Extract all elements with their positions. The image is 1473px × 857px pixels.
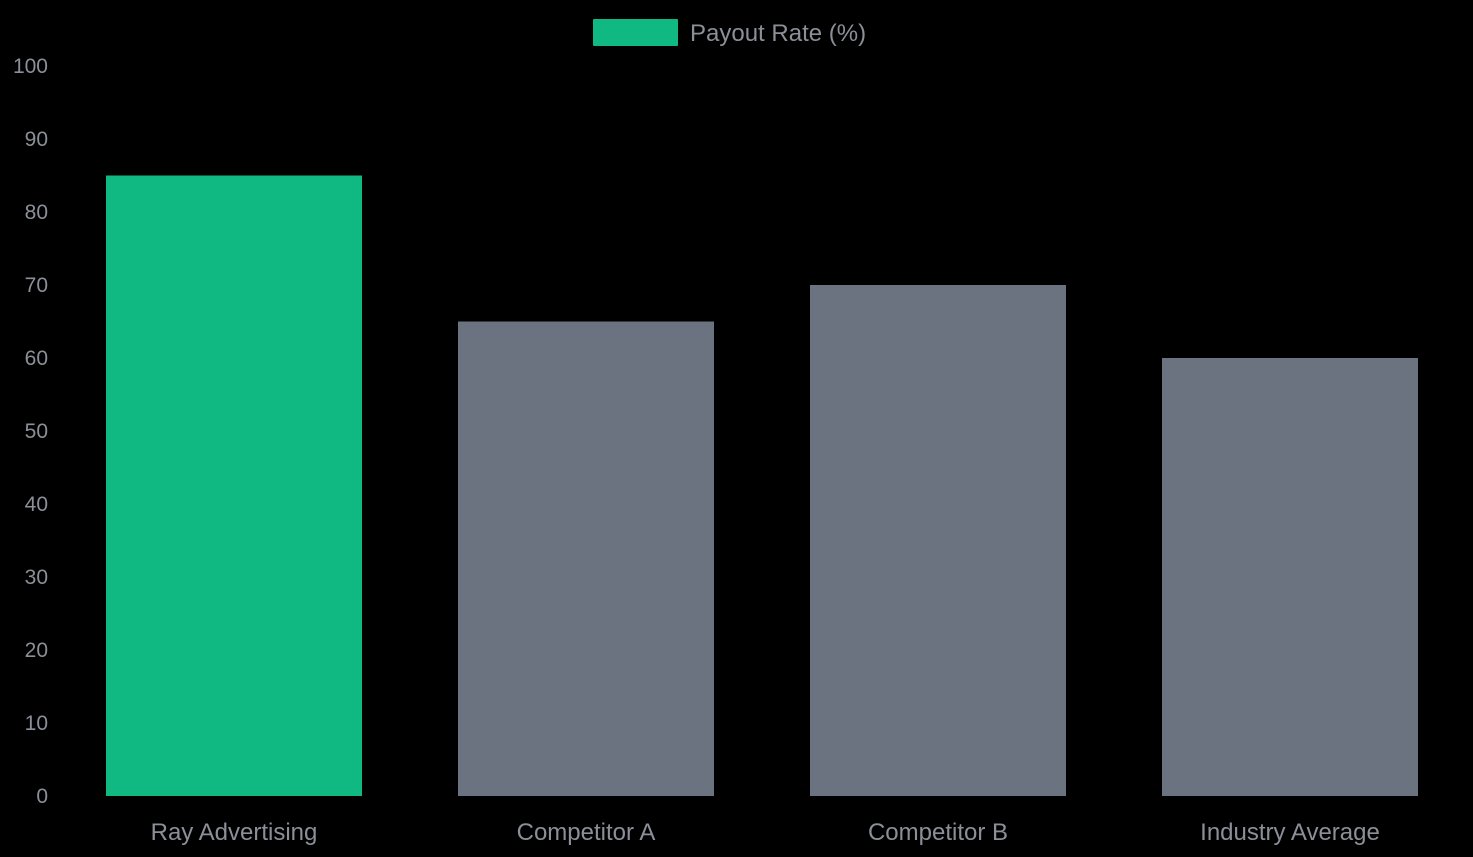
y-tick-label: 30	[25, 566, 48, 589]
y-tick-label: 20	[25, 639, 48, 662]
y-tick-label: 0	[36, 785, 48, 808]
legend-swatch	[593, 19, 678, 46]
y-tick-label: 100	[13, 55, 48, 78]
legend[interactable]: Payout Rate (%)	[593, 19, 866, 47]
y-tick-label: 10	[25, 712, 48, 735]
y-tick-label: 50	[25, 420, 48, 443]
legend-label: Payout Rate (%)	[690, 20, 866, 47]
y-tick-label: 40	[25, 493, 48, 516]
y-tick-label: 60	[25, 347, 48, 370]
bar-competitor-b[interactable]	[810, 285, 1066, 796]
bars	[106, 175, 1418, 797]
bar-ray-advertising[interactable]	[106, 175, 362, 797]
y-tick-label: 90	[25, 128, 48, 151]
y-tick-label: 70	[25, 274, 48, 297]
bar-competitor-a[interactable]	[458, 321, 714, 797]
x-category-label: Ray Advertising	[151, 819, 318, 846]
x-category-label: Competitor A	[517, 819, 656, 846]
y-tick-label: 80	[25, 201, 48, 224]
bar-industry-average[interactable]	[1162, 358, 1418, 796]
y-axis: 0 10 20 30 40 50 60 70 80 90 100	[13, 55, 48, 808]
x-category-label: Competitor B	[868, 819, 1008, 846]
x-axis: Ray Advertising Competitor A Competitor B I…	[151, 819, 1380, 846]
x-category-label: Industry Average	[1200, 819, 1380, 846]
